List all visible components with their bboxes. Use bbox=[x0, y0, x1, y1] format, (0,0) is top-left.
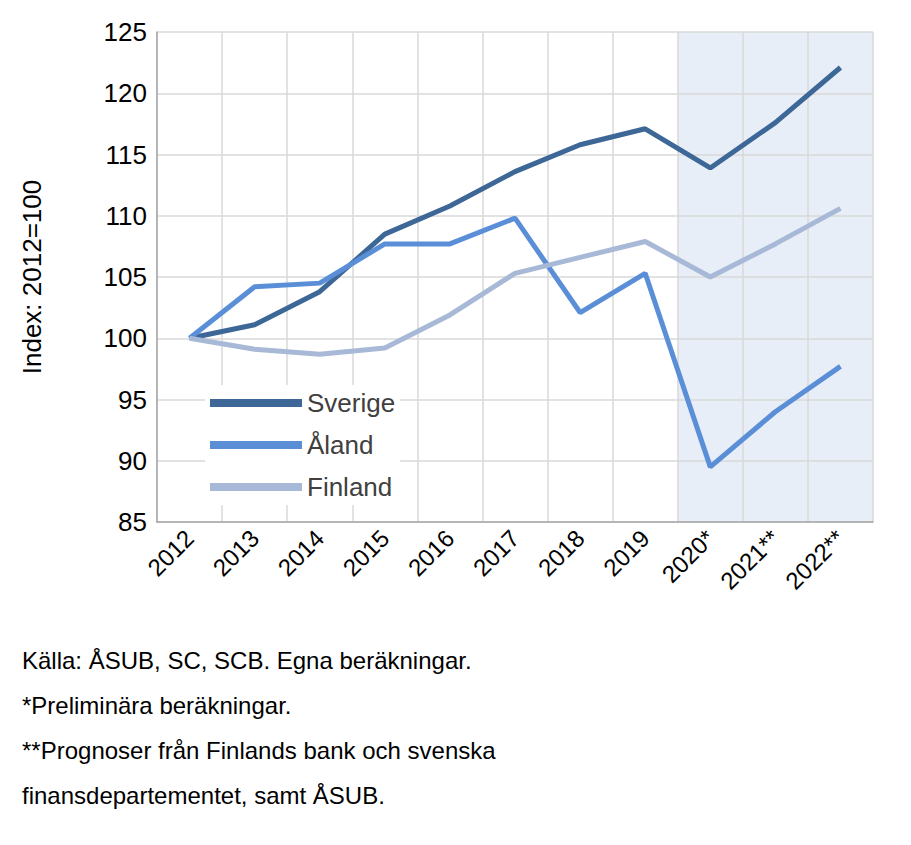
svg-text:110: 110 bbox=[106, 201, 147, 231]
svg-text:2012: 2012 bbox=[142, 524, 199, 581]
svg-text:Index: 2012=100: Index: 2012=100 bbox=[17, 180, 47, 374]
svg-text:2020*: 2020* bbox=[656, 524, 719, 587]
svg-text:115: 115 bbox=[106, 140, 147, 170]
svg-text:85: 85 bbox=[118, 507, 147, 537]
svg-text:2017: 2017 bbox=[468, 524, 525, 581]
svg-text:2016: 2016 bbox=[403, 524, 460, 581]
svg-text:90: 90 bbox=[118, 446, 147, 476]
svg-text:2014: 2014 bbox=[272, 524, 329, 581]
svg-text:2018: 2018 bbox=[533, 524, 590, 581]
svg-text:120: 120 bbox=[104, 78, 147, 108]
svg-text:Åland: Åland bbox=[307, 430, 374, 460]
svg-text:2013: 2013 bbox=[207, 524, 264, 581]
svg-text:105: 105 bbox=[104, 262, 147, 292]
svg-text:*Preliminära beräkningar.: *Preliminära beräkningar. bbox=[22, 692, 291, 719]
svg-text:2022**: 2022** bbox=[780, 524, 850, 594]
svg-text:95: 95 bbox=[118, 385, 147, 415]
svg-text:**Prognoser från Finlands bank: **Prognoser från Finlands bank och svens… bbox=[22, 737, 496, 764]
svg-text:100: 100 bbox=[104, 323, 147, 353]
svg-text:2021**: 2021** bbox=[715, 524, 785, 594]
svg-text:2019: 2019 bbox=[598, 524, 655, 581]
svg-text:2015: 2015 bbox=[338, 524, 395, 581]
svg-text:Finland: Finland bbox=[307, 472, 392, 502]
svg-text:Sverige: Sverige bbox=[307, 388, 395, 418]
svg-text:Källa: ÅSUB, SC, SCB. Egna ber: Källa: ÅSUB, SC, SCB. Egna beräkningar. bbox=[22, 647, 472, 674]
svg-text:finansdepartementet, samt ÅSUB: finansdepartementet, samt ÅSUB. bbox=[22, 782, 385, 809]
svg-text:125: 125 bbox=[104, 17, 147, 47]
